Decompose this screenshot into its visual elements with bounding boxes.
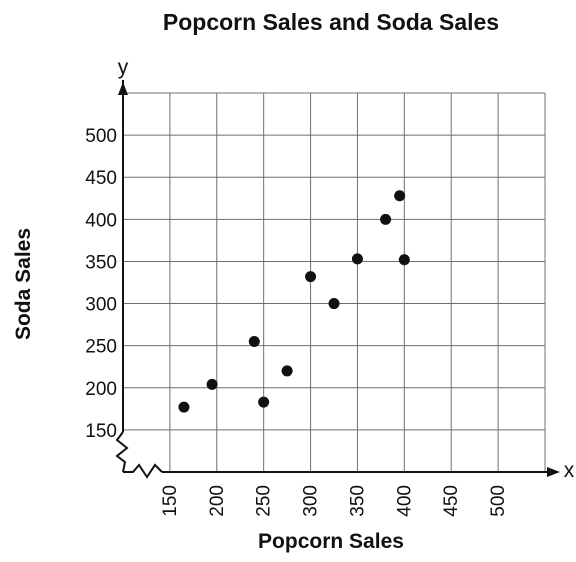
tick-labels: 150 200 250 300 350 400 450 500 150 200 250 300 350 4… bbox=[85, 126, 509, 517]
data-point bbox=[398, 254, 410, 266]
y-axis-arrow bbox=[118, 82, 128, 95]
data-point bbox=[394, 190, 406, 202]
data-point bbox=[351, 253, 363, 265]
data-point bbox=[258, 396, 270, 408]
axes bbox=[115, 80, 560, 479]
y-tick-label: 150 bbox=[85, 421, 117, 442]
y-tick-label: 300 bbox=[85, 295, 117, 316]
y-tick-label: 250 bbox=[85, 337, 117, 358]
x-axis-label: Popcorn Sales bbox=[258, 530, 404, 553]
data-point bbox=[380, 213, 392, 225]
y-tick-label: 350 bbox=[85, 252, 117, 273]
data-point bbox=[328, 298, 340, 310]
data-point bbox=[178, 401, 190, 413]
y-tick-label: 400 bbox=[85, 210, 117, 231]
y-tick-label: 500 bbox=[85, 126, 117, 147]
x-tick-label: 300 bbox=[301, 485, 322, 517]
x-axis-arrow bbox=[547, 467, 560, 477]
x-axis-letter: x bbox=[564, 459, 575, 482]
y-axis-letter: y bbox=[118, 56, 129, 79]
x-tick-label: 150 bbox=[160, 485, 181, 517]
data-point bbox=[248, 335, 260, 347]
y-axis-label: Soda Sales bbox=[12, 228, 35, 340]
y-tick-label: 450 bbox=[85, 168, 117, 189]
data-point bbox=[206, 378, 218, 390]
data-point bbox=[281, 365, 293, 377]
x-tick-label: 450 bbox=[441, 485, 462, 517]
x-tick-label: 400 bbox=[394, 485, 415, 517]
data-points bbox=[178, 190, 410, 413]
x-tick-label: 500 bbox=[488, 485, 509, 517]
y-tick-label: 200 bbox=[85, 379, 117, 400]
x-axis-break bbox=[123, 463, 163, 479]
data-point bbox=[305, 271, 317, 283]
x-tick-label: 350 bbox=[347, 485, 368, 517]
grid bbox=[123, 92, 546, 472]
x-tick-label: 200 bbox=[207, 485, 228, 517]
x-tick-label: 250 bbox=[254, 485, 275, 517]
y-axis-break bbox=[115, 431, 129, 473]
chart-title: Popcorn Sales and Soda Sales bbox=[163, 9, 499, 35]
